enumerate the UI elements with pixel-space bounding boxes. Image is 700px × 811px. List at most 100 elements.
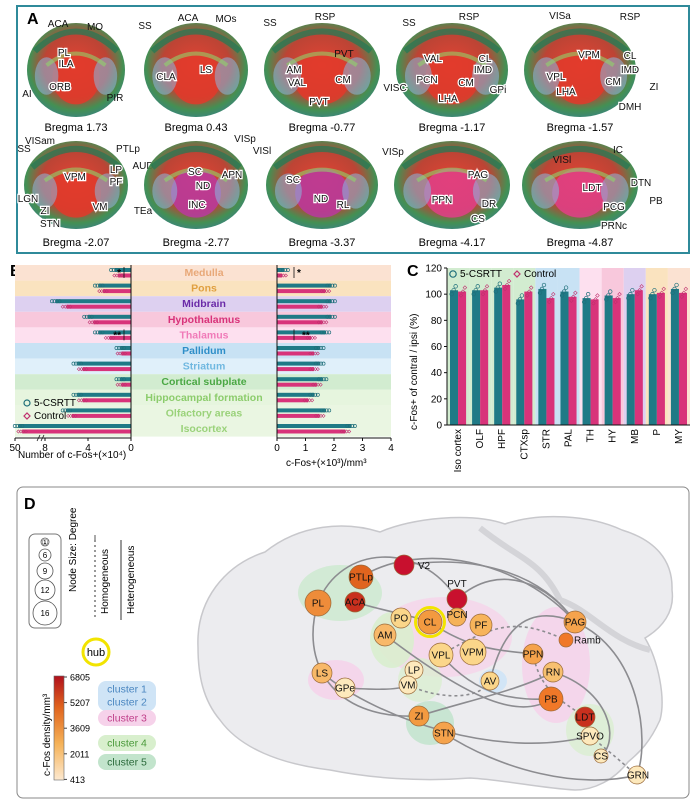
- data-dot: [517, 297, 523, 302]
- node-label: PPN: [523, 650, 544, 661]
- network-node: PCN: [446, 607, 468, 627]
- data-dot: [347, 424, 352, 428]
- legend-control-label: Control: [34, 411, 66, 422]
- right-bar-control: [277, 351, 315, 356]
- panel-d-letter: D: [24, 496, 36, 513]
- data-dot: [119, 346, 124, 350]
- left-bar-control: [118, 273, 131, 278]
- right-bar-5csrtt: [277, 392, 315, 397]
- data-dot: [79, 392, 83, 397]
- data-dot: [327, 408, 332, 413]
- left-bar-5csrtt: [55, 299, 131, 304]
- data-dot: [342, 429, 347, 434]
- data-dot: [657, 294, 662, 300]
- data-dot: [99, 289, 104, 294]
- left-bar-control: [93, 320, 131, 325]
- slice-cortex: [529, 146, 631, 170]
- size-label: 16: [41, 609, 50, 618]
- network-node: PO: [390, 607, 412, 629]
- edge: [384, 634, 552, 708]
- data-dot: [482, 288, 488, 293]
- region-label: VM: [93, 202, 108, 213]
- bregma-label: Bregma -2.07: [43, 237, 110, 249]
- slice-lateral: [273, 57, 302, 95]
- region-row: Isocortex: [12, 421, 391, 437]
- left-bar-control: [121, 382, 131, 387]
- right-bar-5csrtt: [277, 408, 326, 413]
- panel-a-letter: A: [27, 11, 39, 28]
- region-label: SS: [17, 144, 31, 155]
- region-row: Medulla * *: [15, 265, 391, 281]
- data-dot: [519, 293, 525, 298]
- left-bar-5csrtt: [98, 283, 131, 288]
- data-dot: [117, 273, 122, 278]
- data-dot: [319, 289, 324, 294]
- data-dot: [81, 367, 86, 372]
- region-label: IC: [613, 145, 623, 156]
- edge: [443, 732, 638, 781]
- data-dot: [90, 320, 95, 325]
- node-label: VM: [401, 681, 416, 692]
- data-dot: [318, 413, 324, 418]
- data-dot: [327, 289, 332, 294]
- region-label: LDT: [583, 183, 602, 194]
- bregma-label: Bregma -1.57: [547, 122, 614, 134]
- brain-slice: Bregma -3.37 VISl VISp SC ND RL: [253, 141, 404, 249]
- data-dot: [321, 377, 326, 382]
- slice-hippocampus: [163, 51, 229, 67]
- data-dot: [339, 429, 344, 434]
- data-dot: [114, 268, 119, 272]
- data-dot: [310, 367, 315, 372]
- bregma-label: Bregma -3.37: [289, 237, 356, 249]
- data-dot: [661, 286, 666, 292]
- network-node: VPM: [459, 638, 487, 666]
- slice-hippocampus: [163, 167, 229, 183]
- node-label: SPVO: [576, 732, 604, 743]
- data-dot: [451, 288, 456, 293]
- slice-lateral: [403, 173, 432, 209]
- bar-5csrtt: [516, 299, 525, 425]
- slice-hippocampus: [417, 51, 487, 67]
- region-label: VPM: [64, 172, 86, 183]
- data-dot: [87, 320, 92, 325]
- data-dot: [325, 299, 330, 304]
- colorbar-ticks: 6805 5207 3609 2011 413: [64, 673, 90, 785]
- data-dot: [84, 367, 89, 372]
- slice-lateral: [531, 173, 560, 209]
- brain-slice: Bregma -4.17 PAG PPN DR CS: [394, 141, 510, 249]
- right-bar-5csrtt: [277, 346, 320, 350]
- node-label: GPe: [335, 684, 355, 695]
- data-dot: [17, 424, 22, 428]
- node-circle: [447, 607, 467, 627]
- tick-label: 80: [431, 316, 443, 327]
- data-dot: [458, 293, 464, 298]
- axis-break: [36, 434, 45, 442]
- node-circle: [408, 705, 430, 727]
- category-label: MY: [674, 429, 685, 444]
- region-label: AM: [287, 65, 302, 76]
- bar-5csrtt: [604, 295, 613, 425]
- node-circle: [311, 662, 333, 684]
- region-name: Cortical subplate: [161, 376, 246, 388]
- region-row: Pallidum: [15, 343, 391, 359]
- network-node: STN: [432, 721, 456, 745]
- brain-slice: Bregma 0.43 SS ACA MOs CLA LS: [138, 13, 248, 134]
- data-dot: [16, 429, 21, 434]
- right-bar-5csrtt: [277, 283, 332, 288]
- slice-lateral: [214, 173, 240, 209]
- left-bar-5csrtt: [77, 361, 131, 366]
- category-label: HPF: [497, 429, 508, 449]
- data-dot: [71, 361, 76, 366]
- data-dot: [330, 299, 335, 304]
- data-dot: [18, 429, 23, 434]
- data-dot: [606, 293, 611, 298]
- size-label: 6: [43, 551, 48, 560]
- data-dot: [313, 382, 318, 387]
- hub-ring-cl: [414, 606, 446, 638]
- node-circle: [348, 564, 374, 590]
- data-dot: [327, 314, 332, 319]
- tick-label: 20: [431, 394, 443, 405]
- bregma-label: Bregma 1.73: [45, 122, 108, 134]
- region-label: IMD: [621, 65, 639, 76]
